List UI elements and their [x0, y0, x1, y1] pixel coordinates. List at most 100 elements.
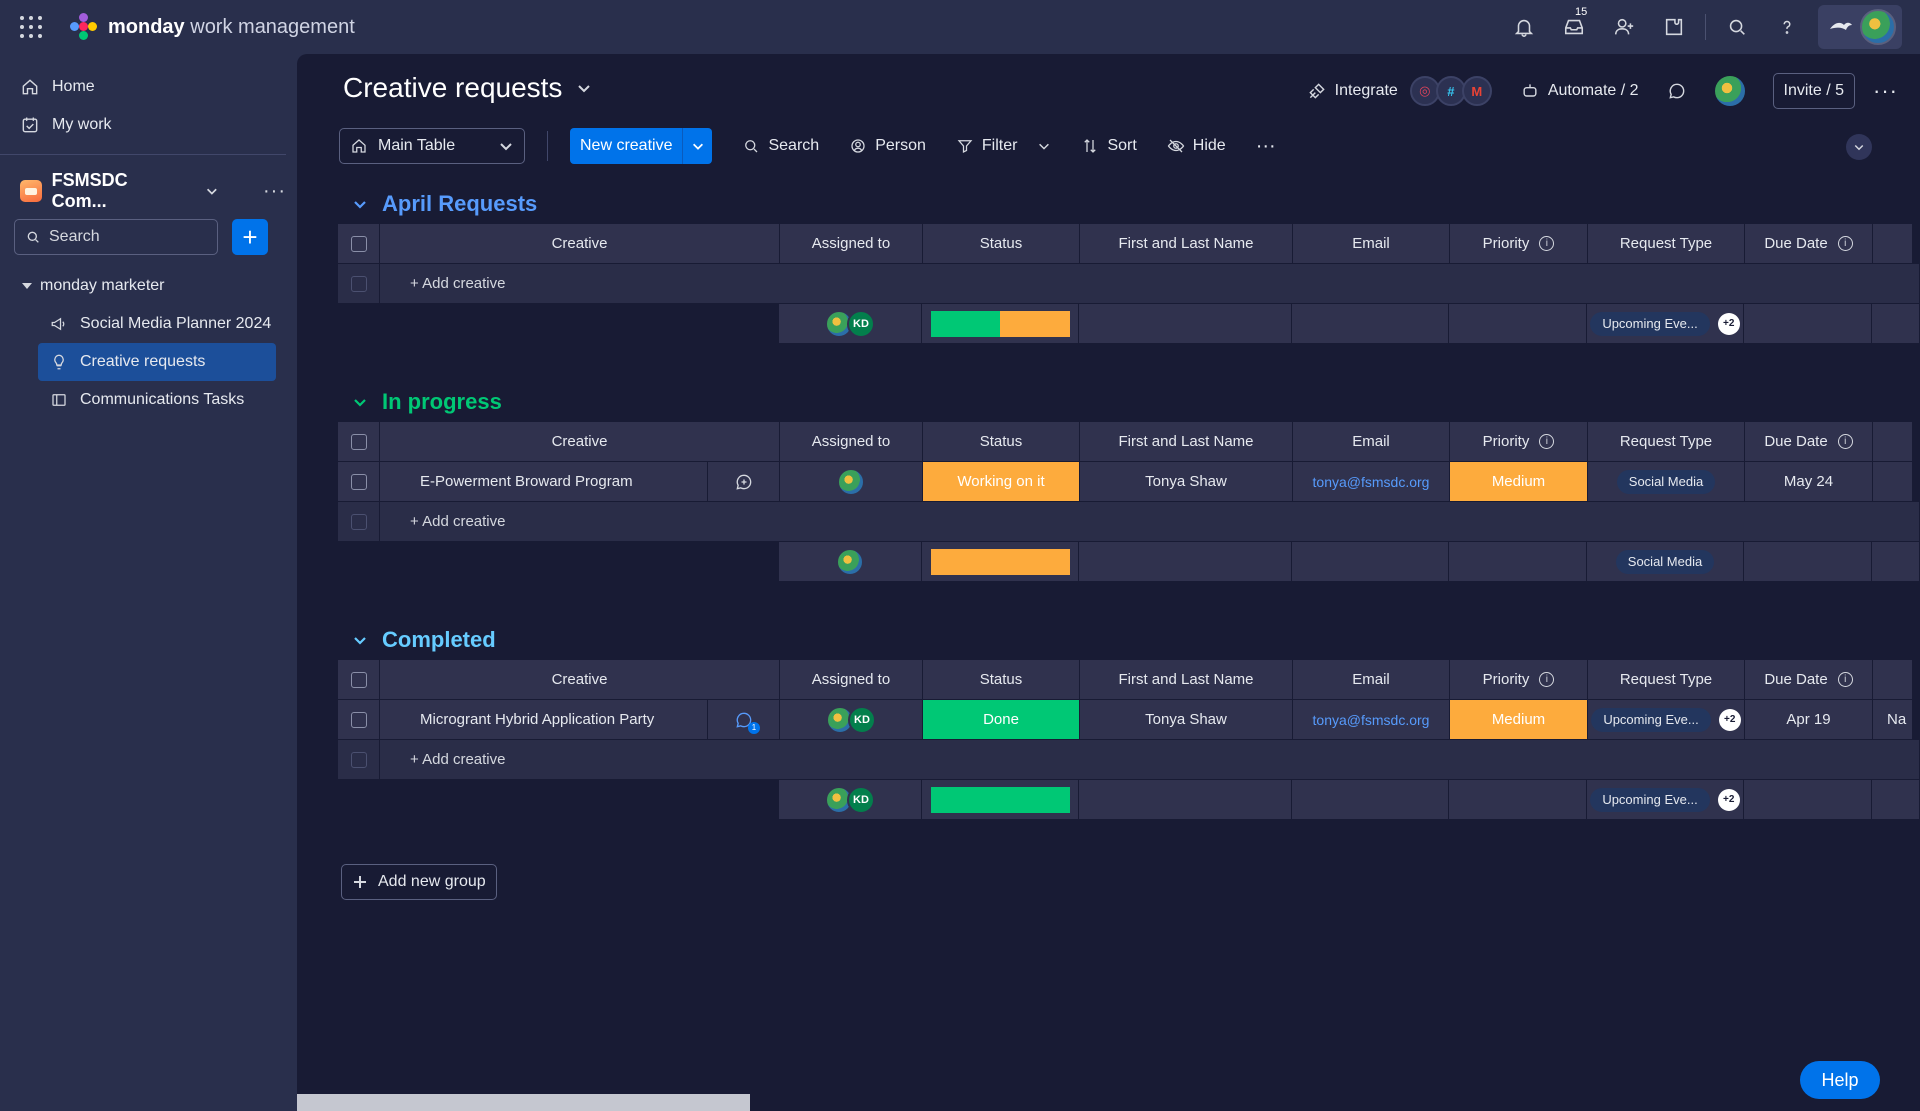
workspace-more-icon[interactable]: ···: [263, 179, 286, 202]
item-name-cell[interactable]: E-Powerment Broward Program: [380, 462, 780, 502]
request-type-cell[interactable]: Upcoming Eve... +2: [1588, 700, 1745, 740]
info-icon[interactable]: i: [1539, 672, 1555, 687]
info-icon[interactable]: i: [1539, 434, 1555, 449]
workspace-switcher[interactable]: FSMSDC Com... ···: [0, 169, 286, 213]
chevron-down-icon[interactable]: [352, 394, 368, 410]
column-header-priority[interactable]: Priority i: [1450, 422, 1588, 462]
column-header-name[interactable]: First and Last Name: [1080, 422, 1293, 462]
column-header-name[interactable]: First and Last Name: [1080, 660, 1293, 700]
status-cell[interactable]: Working on it: [923, 462, 1080, 502]
summary-request-type[interactable]: Social Media: [1587, 542, 1744, 582]
integrate-button[interactable]: Integrate ◎ # M: [1307, 76, 1492, 106]
more-count-badge[interactable]: +2: [1717, 788, 1740, 811]
column-header-assigned[interactable]: Assigned to: [780, 224, 923, 264]
due-date-cell[interactable]: Apr 19: [1745, 700, 1873, 740]
toolbar-search[interactable]: Search: [742, 137, 819, 155]
row-checkbox[interactable]: [338, 700, 380, 740]
chevron-down-icon[interactable]: [576, 80, 592, 96]
toolbar-hide[interactable]: Hide: [1167, 137, 1226, 155]
priority-cell[interactable]: Medium: [1450, 700, 1588, 740]
email-link[interactable]: tonya@fsmsdc.org: [1312, 473, 1430, 490]
assignee-cell[interactable]: [780, 462, 923, 502]
toolbar-sort[interactable]: Sort: [1081, 137, 1137, 155]
column-header-status[interactable]: Status: [923, 422, 1080, 462]
collapse-header-button[interactable]: [1846, 134, 1872, 160]
column-header-request-type[interactable]: Request Type: [1588, 224, 1745, 264]
toolbar-filter[interactable]: Filter: [956, 137, 1052, 155]
summary-status[interactable]: [922, 780, 1079, 820]
column-header-creative[interactable]: Creative: [380, 660, 780, 700]
chevron-down-icon[interactable]: [352, 632, 368, 648]
item-name[interactable]: E-Powerment Broward Program: [420, 473, 633, 490]
apps-grid-icon[interactable]: [20, 16, 42, 38]
email-link[interactable]: tonya@fsmsdc.org: [1312, 711, 1430, 728]
add-new-group-button[interactable]: Add new group: [341, 864, 497, 900]
info-icon[interactable]: i: [1837, 672, 1853, 687]
add-creative-input[interactable]: + Add creative: [380, 740, 1920, 780]
notifications-bell-icon[interactable]: [1499, 0, 1549, 54]
chevron-down-icon[interactable]: [352, 196, 368, 212]
sidebar-board-creative-requests[interactable]: Creative requests: [38, 343, 276, 381]
product-logo[interactable]: monday work management: [70, 13, 355, 41]
status-cell[interactable]: Done: [923, 700, 1080, 740]
due-date-cell[interactable]: May 24: [1745, 462, 1873, 502]
summary-status[interactable]: [922, 542, 1079, 582]
inbox-icon[interactable]: 15: [1549, 0, 1599, 54]
summary-request-type[interactable]: Upcoming Eve... +2: [1587, 780, 1744, 820]
column-header-request-type[interactable]: Request Type: [1588, 660, 1745, 700]
toolbar-person[interactable]: Person: [849, 137, 926, 155]
view-selector[interactable]: Main Table: [339, 128, 525, 164]
account-menu[interactable]: [1818, 5, 1902, 49]
info-icon[interactable]: i: [1539, 236, 1555, 251]
add-creative-input[interactable]: + Add creative: [380, 264, 1920, 304]
board-updates-button[interactable]: [1667, 81, 1687, 101]
select-all-checkbox[interactable]: [338, 422, 380, 462]
group-title[interactable]: April Requests: [382, 191, 538, 216]
column-header-due-date[interactable]: Due Date i: [1745, 224, 1873, 264]
folder-monday-marketer[interactable]: monday marketer: [0, 267, 286, 305]
column-header-assigned[interactable]: Assigned to: [780, 422, 923, 462]
row-checkbox[interactable]: [338, 462, 380, 502]
sidebar-board-social-media-planner[interactable]: Social Media Planner 2024: [0, 305, 286, 343]
invite-members-icon[interactable]: [1599, 0, 1649, 54]
search-icon[interactable]: [1712, 0, 1762, 54]
email-cell[interactable]: tonya@fsmsdc.org: [1293, 700, 1450, 740]
item-name[interactable]: Microgrant Hybrid Application Party: [420, 711, 655, 728]
automate-button[interactable]: Automate / 2: [1520, 81, 1639, 101]
add-item-button[interactable]: +: [232, 219, 268, 255]
group-title[interactable]: In progress: [382, 389, 502, 414]
more-count-badge[interactable]: +2: [1718, 708, 1741, 731]
horizontal-scrollbar[interactable]: [297, 1094, 750, 1111]
info-icon[interactable]: i: [1837, 434, 1853, 449]
column-header-email[interactable]: Email: [1293, 422, 1450, 462]
help-button[interactable]: Help: [1800, 1061, 1880, 1099]
apps-marketplace-icon[interactable]: [1649, 0, 1699, 54]
invite-button[interactable]: Invite / 5: [1772, 73, 1856, 109]
board-activity-avatar[interactable]: [1714, 76, 1745, 106]
chevron-down-icon[interactable]: [1037, 139, 1051, 153]
column-header-status[interactable]: Status: [923, 224, 1080, 264]
item-updates-button[interactable]: [707, 462, 779, 501]
item-name-cell[interactable]: Microgrant Hybrid Application Party 1: [380, 700, 780, 740]
column-header-status[interactable]: Status: [923, 660, 1080, 700]
column-header-due-date[interactable]: Due Date i: [1745, 422, 1873, 462]
column-header-email[interactable]: Email: [1293, 224, 1450, 264]
column-header-priority[interactable]: Priority i: [1450, 660, 1588, 700]
board-more-icon[interactable]: ···: [1873, 78, 1898, 103]
select-all-checkbox[interactable]: [338, 224, 380, 264]
more-count-badge[interactable]: +2: [1717, 312, 1740, 335]
chevron-down-icon[interactable]: [205, 184, 219, 198]
sidebar-search-input[interactable]: Search: [14, 219, 218, 255]
column-header-creative[interactable]: Creative: [380, 224, 780, 264]
select-all-checkbox[interactable]: [338, 660, 380, 700]
column-header-creative[interactable]: Creative: [380, 422, 780, 462]
add-creative-input[interactable]: + Add creative: [380, 502, 1920, 542]
board-title[interactable]: Creative requests: [343, 72, 563, 103]
priority-cell[interactable]: Medium: [1450, 462, 1588, 502]
item-updates-button[interactable]: 1: [707, 700, 779, 739]
column-header-email[interactable]: Email: [1293, 660, 1450, 700]
person-name-cell[interactable]: Tonya Shaw: [1080, 462, 1293, 502]
column-header-name[interactable]: First and Last Name: [1080, 224, 1293, 264]
help-icon[interactable]: [1762, 0, 1812, 54]
toolbar-more-icon[interactable]: ···: [1255, 134, 1276, 157]
